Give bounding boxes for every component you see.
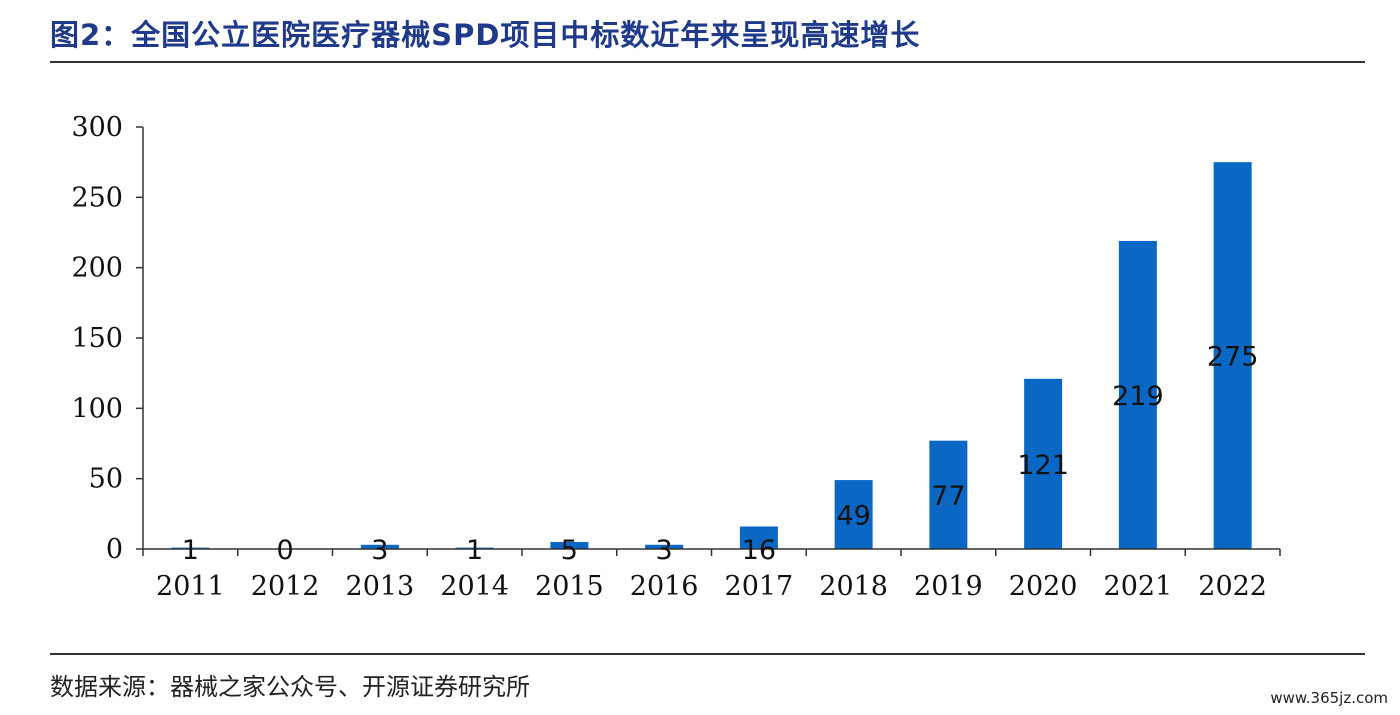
y-tick-label: 0 [106,534,123,565]
x-tick-label: 2011 [156,571,225,602]
data-label: 1 [182,535,199,566]
bar [834,480,873,549]
y-tick-label: 300 [71,112,123,143]
bar [645,544,684,549]
x-tick-label: 2022 [1198,571,1267,602]
x-tick-label: 2012 [251,571,320,602]
data-label: 49 [836,501,870,532]
x-tick-label: 2014 [440,571,509,602]
source-note: 数据来源：器械之家公众号、开源证券研究所 [50,673,530,701]
data-label: 219 [1112,381,1164,412]
x-tick-label: 2017 [725,571,794,602]
bar [1024,378,1063,549]
x-tick-label: 2020 [1009,571,1078,602]
x-tick-label: 2019 [914,571,983,602]
data-label: 1 [466,535,483,566]
y-tick-label: 150 [71,323,123,354]
data-label: 5 [561,535,578,566]
y-tick-label: 100 [71,393,123,424]
data-label: 77 [931,481,965,512]
bar [739,526,778,549]
page-title: 图2：全国公立医院医疗器械SPD项目中标数近年来呈现高速增长 [50,18,921,52]
x-tick-label: 2021 [1104,571,1173,602]
labels-layer: 2011 1 2012 0 2013 3 2014 1 2015 5 2016 3 2017 16 2018… [156,342,1267,602]
y-tick-label: 50 [89,464,123,495]
y-tick-label: 250 [71,182,123,213]
x-tick-label: 2018 [819,571,888,602]
y-tick-label: 200 [71,253,123,284]
data-label: 275 [1207,342,1259,373]
bar [1118,240,1157,549]
source-divider [50,653,1365,655]
data-label: 121 [1017,450,1069,481]
data-label: 3 [656,535,673,566]
bar [929,440,968,549]
watermark: www.365jz.com [1270,689,1388,707]
data-label: 3 [371,535,388,566]
x-tick-label: 2015 [535,571,604,602]
bar [1213,162,1252,549]
title-divider [50,61,1365,63]
data-label: 16 [742,535,776,566]
data-label: 0 [277,535,294,566]
bars-layer [171,162,1252,549]
x-tick-label: 2016 [630,571,699,602]
bar [360,544,399,549]
bar [550,541,589,549]
x-tick-label: 2013 [346,571,415,602]
